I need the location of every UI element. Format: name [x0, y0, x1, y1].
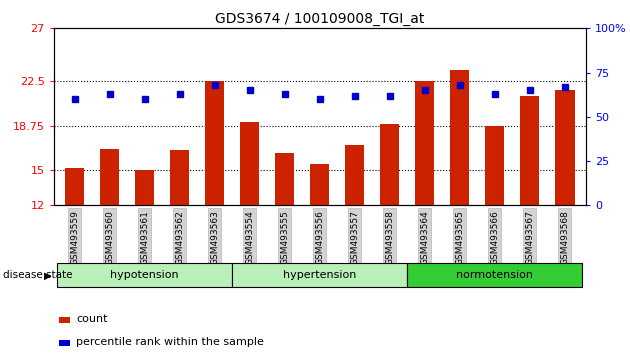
Title: GDS3674 / 100109008_TGI_at: GDS3674 / 100109008_TGI_at: [215, 12, 425, 26]
Bar: [59, 339, 69, 346]
Bar: [59, 317, 69, 323]
Bar: [65, 167, 84, 205]
Text: GSM493555: GSM493555: [280, 210, 289, 265]
Bar: [555, 90, 575, 205]
Bar: [345, 145, 364, 205]
Text: normotension: normotension: [456, 270, 534, 280]
Bar: [485, 126, 505, 205]
FancyBboxPatch shape: [232, 263, 407, 287]
Bar: [135, 170, 154, 205]
FancyBboxPatch shape: [57, 263, 232, 287]
Text: GSM493563: GSM493563: [210, 210, 219, 265]
Bar: [415, 81, 435, 205]
Text: GSM493560: GSM493560: [105, 210, 114, 265]
Text: GSM493561: GSM493561: [140, 210, 149, 265]
Text: GSM493564: GSM493564: [420, 210, 429, 265]
Text: GSM493567: GSM493567: [525, 210, 534, 265]
Text: GSM493562: GSM493562: [175, 210, 184, 265]
Text: ▶: ▶: [44, 270, 52, 280]
Bar: [240, 121, 260, 205]
Bar: [205, 81, 224, 205]
Text: GSM493566: GSM493566: [490, 210, 500, 265]
Text: GSM493565: GSM493565: [455, 210, 464, 265]
Text: hypotension: hypotension: [110, 270, 179, 280]
Bar: [380, 124, 399, 205]
Bar: [520, 96, 539, 205]
Text: disease state: disease state: [3, 270, 72, 280]
Bar: [275, 153, 294, 205]
Text: GSM493557: GSM493557: [350, 210, 359, 265]
Bar: [310, 164, 329, 205]
Text: count: count: [76, 314, 107, 324]
Text: percentile rank within the sample: percentile rank within the sample: [76, 337, 264, 347]
Text: GSM493558: GSM493558: [386, 210, 394, 265]
Text: GSM493568: GSM493568: [561, 210, 570, 265]
Text: GSM493556: GSM493556: [315, 210, 324, 265]
Text: hypertension: hypertension: [283, 270, 357, 280]
Bar: [170, 150, 189, 205]
Text: GSM493554: GSM493554: [245, 210, 254, 265]
FancyBboxPatch shape: [407, 263, 582, 287]
Text: GSM493559: GSM493559: [70, 210, 79, 265]
Bar: [100, 149, 119, 205]
Bar: [450, 70, 469, 205]
